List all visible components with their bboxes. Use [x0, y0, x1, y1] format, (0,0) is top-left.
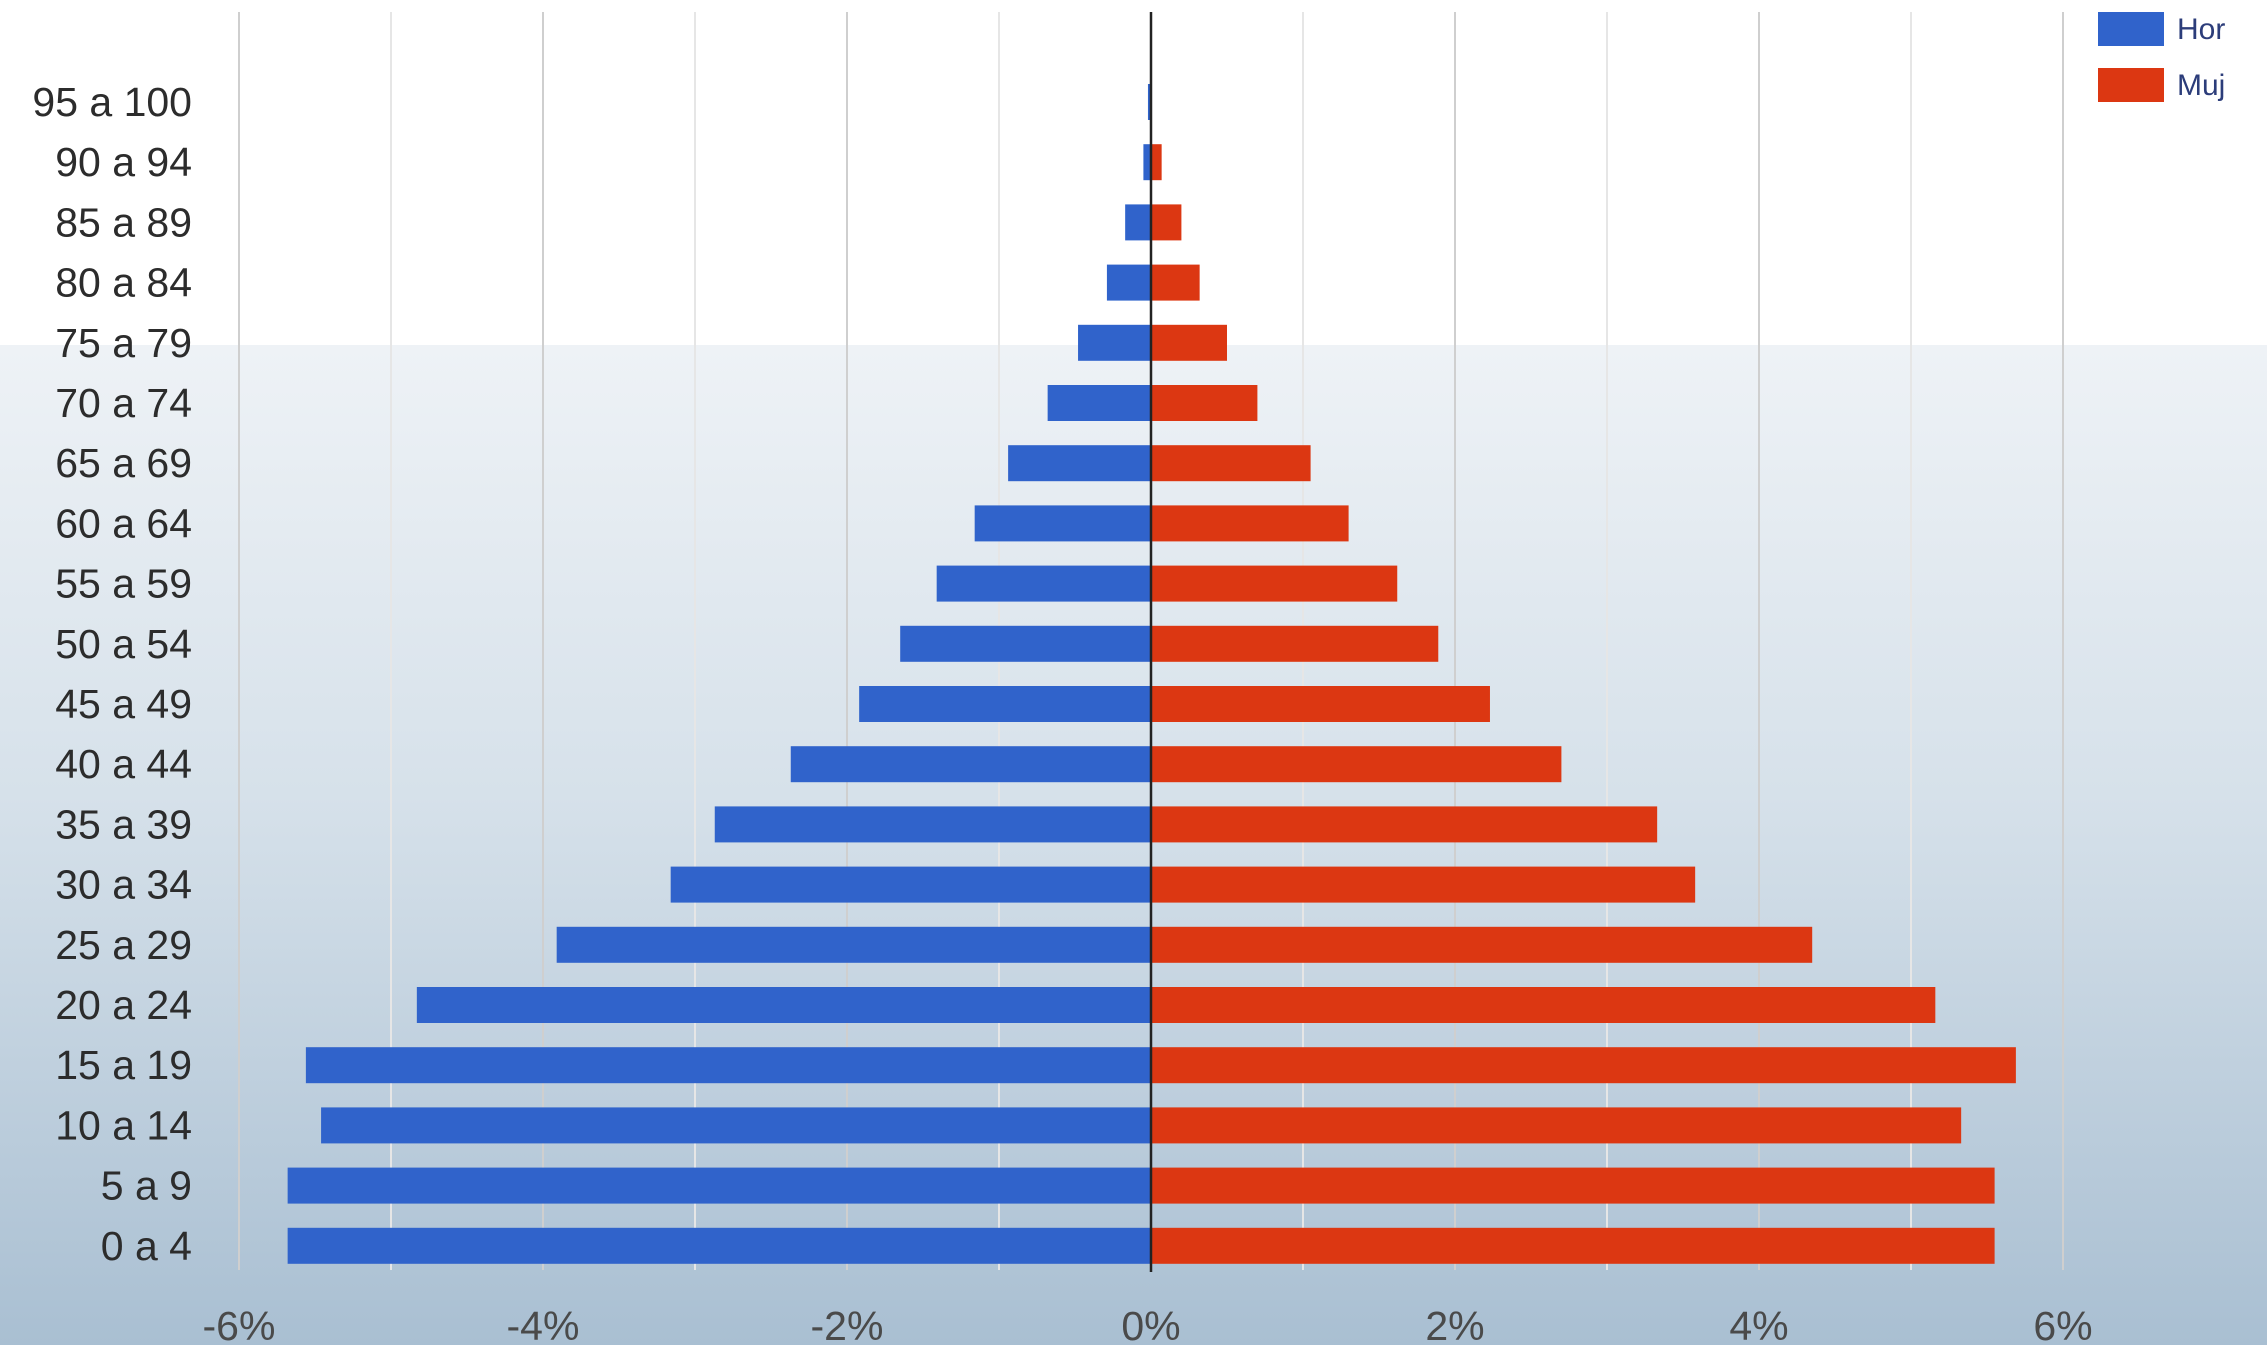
bar-muj-35-a-39	[1151, 806, 1658, 843]
category-label: 90 a 94	[55, 139, 192, 185]
bar-hor-85-a-89	[1125, 204, 1151, 241]
bar-hor-65-a-69	[1008, 445, 1151, 482]
bar-muj-80-a-84	[1151, 264, 1200, 301]
category-label: 80 a 84	[55, 260, 192, 306]
bar-hor-55-a-59	[936, 565, 1151, 602]
bar-hor-25-a-29	[556, 926, 1151, 963]
bar-muj-90-a-94	[1151, 144, 1162, 181]
category-label: 10 a 14	[55, 1102, 192, 1148]
legend-label: Hor	[2177, 13, 2225, 46]
bar-hor-15-a-19	[305, 1047, 1151, 1084]
x-tick-label: -4%	[507, 1303, 580, 1345]
bar-hor-10-a-14	[321, 1107, 1152, 1144]
bar-hor-95-a-100	[1147, 84, 1151, 120]
x-tick-label: 0%	[1121, 1303, 1180, 1345]
category-label: 40 a 44	[55, 741, 192, 787]
bar-muj-15-a-19	[1151, 1047, 2016, 1084]
bar-muj-70-a-74	[1151, 385, 1258, 421]
category-label: 35 a 39	[55, 801, 192, 847]
bar-muj-0-a-4	[1151, 1227, 1995, 1264]
bar-muj-60-a-64	[1151, 505, 1349, 542]
legend-label: Muj	[2177, 69, 2225, 102]
bar-muj-65-a-69	[1151, 445, 1311, 482]
bar-muj-25-a-29	[1151, 926, 1813, 963]
bar-hor-5-a-9	[287, 1167, 1151, 1204]
x-tick-label: -6%	[203, 1303, 276, 1345]
bar-muj-5-a-9	[1151, 1167, 1995, 1204]
category-label: 20 a 24	[55, 982, 192, 1028]
bar-hor-75-a-79	[1078, 324, 1151, 361]
bar-hor-90-a-94	[1143, 144, 1151, 181]
bar-muj-75-a-79	[1151, 324, 1227, 361]
category-label: 30 a 34	[55, 862, 192, 908]
x-tick-label: -2%	[811, 1303, 884, 1345]
x-tick-label: 6%	[2033, 1303, 2092, 1345]
legend-swatch	[2098, 68, 2164, 102]
x-tick-labels: -6% -4% -2% 0% 2% 4% 6%	[203, 1303, 2093, 1345]
category-label: 15 a 19	[55, 1042, 192, 1088]
bars	[287, 84, 2016, 1264]
bar-muj-10-a-14	[1151, 1107, 1962, 1144]
bar-hor-0-a-4	[287, 1227, 1151, 1264]
category-label: 25 a 29	[55, 922, 192, 968]
category-label: 50 a 54	[55, 621, 192, 667]
category-label: 0 a 4	[101, 1223, 192, 1269]
bar-muj-30-a-34	[1151, 866, 1696, 903]
legend: Hor Muj	[2098, 12, 2225, 102]
x-tick-label: 4%	[1729, 1303, 1788, 1345]
bar-hor-35-a-39	[714, 806, 1151, 843]
bar-muj-40-a-44	[1151, 746, 1562, 783]
bar-hor-80-a-84	[1106, 264, 1151, 301]
bar-muj-45-a-49	[1151, 686, 1490, 722]
category-label: 85 a 89	[55, 199, 192, 245]
bar-hor-20-a-24	[416, 987, 1152, 1023]
bar-muj-20-a-24	[1151, 987, 1936, 1023]
bar-hor-45-a-49	[859, 686, 1151, 722]
bar-hor-60-a-64	[974, 505, 1151, 542]
x-tick-label: 2%	[1425, 1303, 1484, 1345]
category-label: 60 a 64	[55, 500, 192, 546]
category-label: 65 a 69	[55, 440, 192, 486]
bar-hor-70-a-74	[1047, 385, 1151, 421]
bar-muj-55-a-59	[1151, 565, 1398, 602]
category-label: 75 a 79	[55, 320, 192, 366]
category-label: 5 a 9	[101, 1163, 192, 1209]
legend-swatch	[2098, 12, 2164, 46]
bar-hor-30-a-34	[670, 866, 1151, 903]
category-label: 55 a 59	[55, 561, 192, 607]
bar-muj-50-a-54	[1151, 625, 1439, 662]
bar-hor-50-a-54	[900, 625, 1151, 662]
bar-muj-85-a-89	[1151, 204, 1182, 241]
category-label: 95 a 100	[32, 79, 192, 125]
bar-hor-40-a-44	[790, 746, 1151, 783]
category-label: 70 a 74	[55, 380, 192, 426]
category-labels: 95 a 100 90 a 94 85 a 89 80 a 84 75 a 79 70 a…	[32, 79, 192, 1269]
category-label: 45 a 49	[55, 681, 192, 727]
